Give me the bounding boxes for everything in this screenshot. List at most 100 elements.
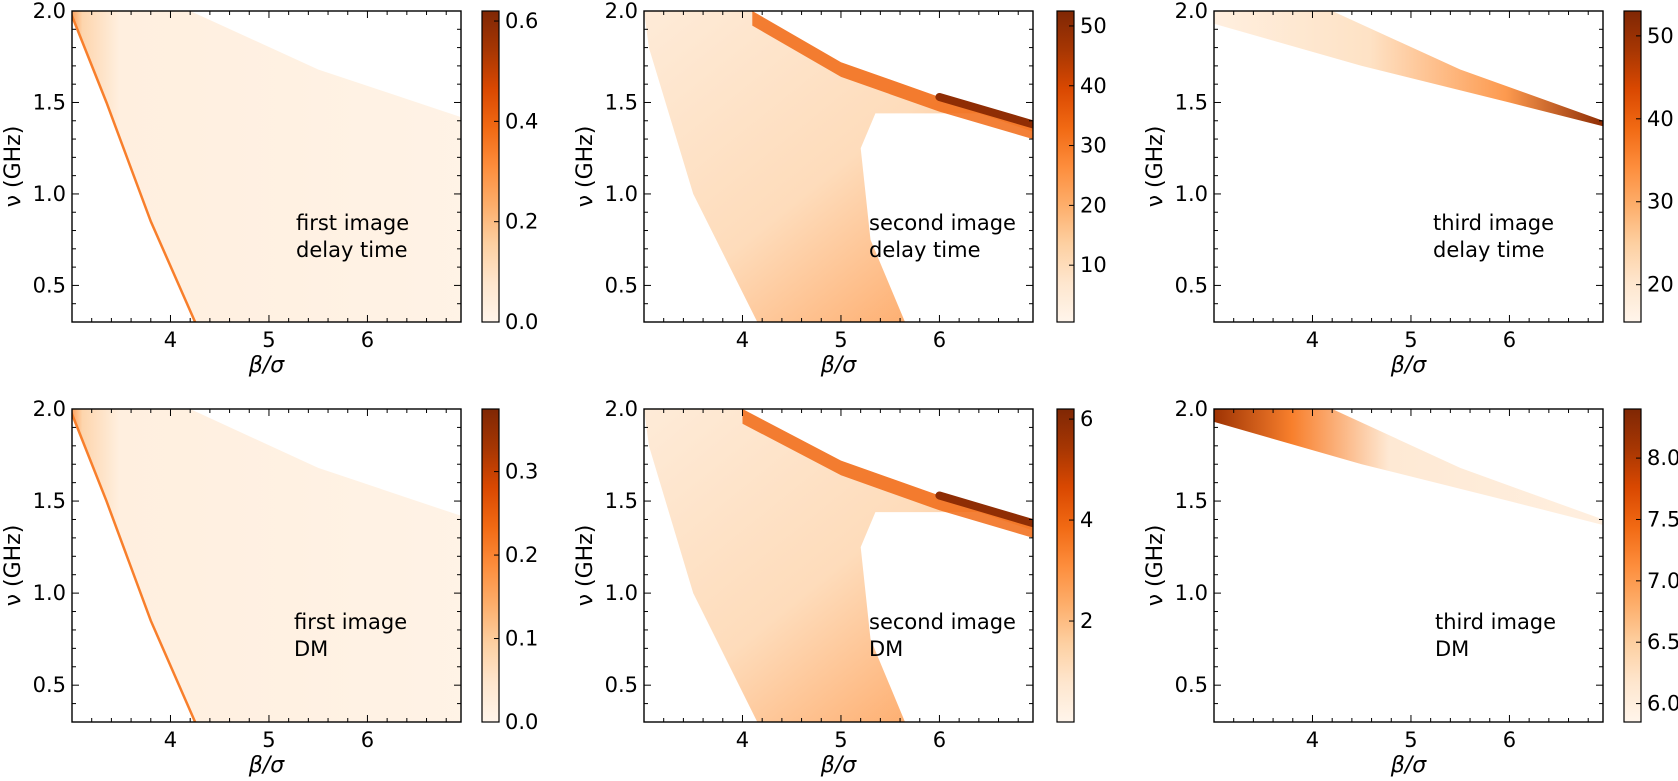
colorbar-tick-label: 20 [1080,193,1107,217]
y-tick-label: 0.5 [1175,273,1208,297]
annotation-text: third image [1433,211,1554,235]
annotation-text: second image [869,211,1016,235]
colorbar-tick-label: 50 [1080,14,1107,38]
x-tick-label: 4 [736,728,749,752]
x-tick-label: 4 [1306,328,1319,352]
colorbar-tick-label: 0.2 [505,543,538,567]
heatmap-region [1214,409,1603,525]
x-axis-label: β/σ [1390,753,1427,777]
heatmap-fill [72,11,461,322]
annotation-text: second image [869,610,1016,634]
y-tick-label: 1.0 [33,182,66,206]
panel-third-image-delay-time: 4 5 6 0.5 1.0 1.5 2.0 β/σ ν (GHz) third image dela… [1143,0,1674,378]
y-tick-label: 2.0 [33,397,66,421]
x-tick-label: 5 [262,728,275,752]
panel-second-image-dm: 4 5 6 0.5 1.0 1.5 2.0 β/σ ν (GHz) second image DM 2… [573,397,1093,778]
colorbar-tick-label: 10 [1080,253,1107,277]
x-tick-label: 6 [933,328,946,352]
heatmap-region [644,11,1033,322]
x-tick-label: 4 [164,728,177,752]
x-axis-label: β/σ [248,353,285,378]
x-tick-label: 4 [736,328,749,352]
y-axis-label: ν (GHz) [1143,525,1168,607]
colorbar-tick-label: 0.6 [505,9,538,33]
x-tick-label: 4 [164,328,177,352]
colorbar [1623,10,1642,323]
colorbar-tick-label: 6.5 [1647,630,1678,654]
colorbar-tick-label: 20 [1647,273,1674,297]
y-tick-label: 2.0 [1175,0,1208,23]
axes-frame [1213,408,1604,723]
x-axis-label: β/σ [820,753,857,777]
heatmap-region [644,409,1033,722]
y-tick-label: 0.5 [33,273,66,297]
y-tick-label: 1.0 [33,581,66,605]
colorbar [1056,408,1075,723]
annotation-text: DM [294,637,328,661]
annotation-text: delay time [1433,238,1545,262]
colorbar-tick-label: 0.4 [505,109,538,133]
axes-frame [71,10,462,323]
y-tick-label: 0.5 [605,673,638,697]
colorbar-tick-label: 30 [1647,190,1674,214]
colorbar-tick-label: 6.0 [1647,692,1678,716]
heatmap-region [72,11,461,322]
x-axis-label: β/σ [248,753,285,777]
y-axis-label: ν (GHz) [1,126,26,208]
y-tick-label: 1.0 [1175,182,1208,206]
x-tick-label: 6 [933,728,946,752]
x-tick-label: 5 [262,328,275,352]
colorbar-tick-label: 0.3 [505,460,538,484]
annotation-text: DM [1435,637,1469,661]
y-tick-label: 1.0 [605,182,638,206]
x-tick-label: 5 [1404,728,1417,752]
heatmap-fill [1214,11,1603,127]
y-axis-label: ν (GHz) [573,525,598,607]
colorbar-tick-label: 7.0 [1647,569,1678,593]
x-tick-label: 6 [1503,328,1516,352]
y-tick-label: 2.0 [605,397,638,421]
heatmap-peak [935,491,1033,528]
x-tick-label: 4 [1306,728,1319,752]
y-axis-label: ν (GHz) [1143,126,1168,208]
heatmap-edge [72,410,197,722]
colorbar-tick-label: 30 [1080,134,1107,158]
colorbar-tick-label: 40 [1647,107,1674,131]
x-tick-label: 5 [1404,328,1417,352]
annotation-text: third image [1435,610,1556,634]
y-tick-label: 0.5 [1175,673,1208,697]
heatmap-peak [935,93,1033,129]
x-tick-label: 5 [834,328,847,352]
colorbar-tick-label: 4 [1080,508,1093,532]
y-tick-label: 1.5 [605,489,638,513]
x-axis-label: β/σ [1390,353,1427,378]
colorbar-tick-label: 7.5 [1647,507,1678,531]
annotation-text: DM [869,637,903,661]
x-tick-label: 5 [834,728,847,752]
colorbar-tick-label: 0.1 [505,627,538,651]
y-tick-label: 2.0 [605,0,638,23]
colorbar [1623,408,1642,723]
panel-first-image-dm: 4 5 6 0.5 1.0 1.5 2.0 β/σ ν (GHz) first image DM 0.… [1,397,538,778]
heatmap-fill [1214,409,1603,525]
y-tick-label: 2.0 [1175,397,1208,421]
colorbar [481,408,500,723]
x-tick-label: 6 [1503,728,1516,752]
y-tick-label: 1.5 [605,90,638,114]
y-tick-label: 1.0 [1175,581,1208,605]
colorbar-tick-label: 0.0 [505,710,538,734]
x-axis-label: β/σ [820,353,857,378]
heatmap-region [1214,11,1603,127]
colorbar-tick-label: 2 [1080,609,1093,633]
colorbar [1056,10,1075,323]
heatmap-fill [644,11,1033,322]
annotation-text: first image [294,610,407,634]
heatmap-fill [72,409,461,722]
panel-third-image-dm: 4 5 6 0.5 1.0 1.5 2.0 β/σ ν (GHz) third image DM 6.… [1143,397,1678,778]
axes-frame [71,408,462,723]
heatmap-fill [644,409,1033,722]
y-tick-label: 0.5 [605,273,638,297]
axes-frame [643,10,1034,323]
